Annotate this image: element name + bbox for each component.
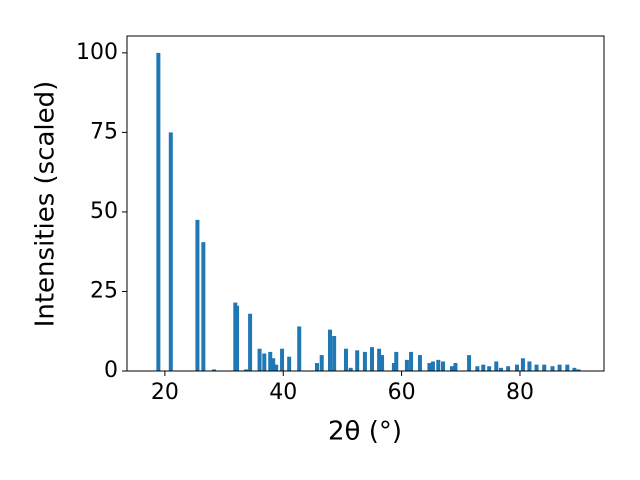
bar	[542, 364, 547, 371]
y-tick-label: 25	[90, 278, 118, 303]
bar	[235, 305, 240, 371]
x-tick-label: 20	[151, 380, 179, 405]
bar	[370, 347, 375, 371]
bar	[168, 132, 173, 371]
bar	[565, 364, 570, 371]
plot-area	[127, 36, 604, 371]
bar	[355, 350, 360, 371]
bar	[487, 366, 492, 371]
bars	[156, 52, 581, 371]
bar	[287, 356, 292, 371]
bar	[262, 353, 267, 371]
bar	[391, 363, 396, 371]
bar	[475, 366, 480, 371]
bar	[534, 364, 539, 371]
bar	[527, 361, 532, 371]
bar	[314, 363, 319, 371]
bar	[417, 355, 422, 371]
bar	[201, 242, 206, 371]
bar	[394, 351, 399, 371]
bar	[467, 355, 472, 371]
bar	[268, 351, 273, 371]
bar	[409, 351, 414, 371]
bar	[343, 348, 348, 371]
bar	[211, 369, 216, 371]
bar	[550, 366, 555, 371]
bar	[441, 361, 446, 371]
bar	[430, 361, 435, 371]
bar	[515, 364, 520, 371]
x-tick-label: 80	[506, 380, 534, 405]
bar	[156, 52, 161, 371]
bar	[572, 367, 577, 371]
bar	[243, 369, 248, 371]
bar	[404, 359, 409, 371]
bar	[557, 364, 562, 371]
bar	[427, 363, 432, 371]
bar	[319, 355, 324, 371]
bar	[348, 367, 353, 371]
bar	[327, 329, 332, 371]
y-tick-label: 0	[104, 358, 118, 383]
bar	[274, 364, 279, 371]
bar	[481, 364, 486, 371]
bar	[332, 336, 337, 371]
bar	[362, 351, 367, 371]
bar	[195, 219, 200, 371]
y-tick-label: 50	[90, 199, 118, 224]
y-axis-label: Intensities (scaled)	[31, 81, 61, 328]
bar	[297, 326, 302, 371]
bar	[380, 355, 385, 371]
y-tick-label: 100	[76, 40, 118, 65]
bar	[248, 313, 253, 371]
bar	[280, 348, 285, 371]
bar	[436, 359, 441, 371]
x-tick-label: 40	[269, 380, 297, 405]
x-tick-label: 60	[388, 380, 416, 405]
bar	[576, 369, 581, 371]
bar	[271, 358, 276, 371]
axes-frame	[126, 35, 605, 372]
y-tick-label: 75	[90, 119, 118, 144]
bar	[506, 366, 511, 371]
bar	[453, 363, 458, 371]
bar	[520, 358, 525, 371]
bar	[377, 348, 382, 371]
bar	[499, 367, 504, 371]
x-axis-label: 2θ (°)	[328, 417, 402, 447]
bar	[449, 366, 454, 371]
bar	[494, 361, 499, 371]
bar	[257, 348, 262, 371]
